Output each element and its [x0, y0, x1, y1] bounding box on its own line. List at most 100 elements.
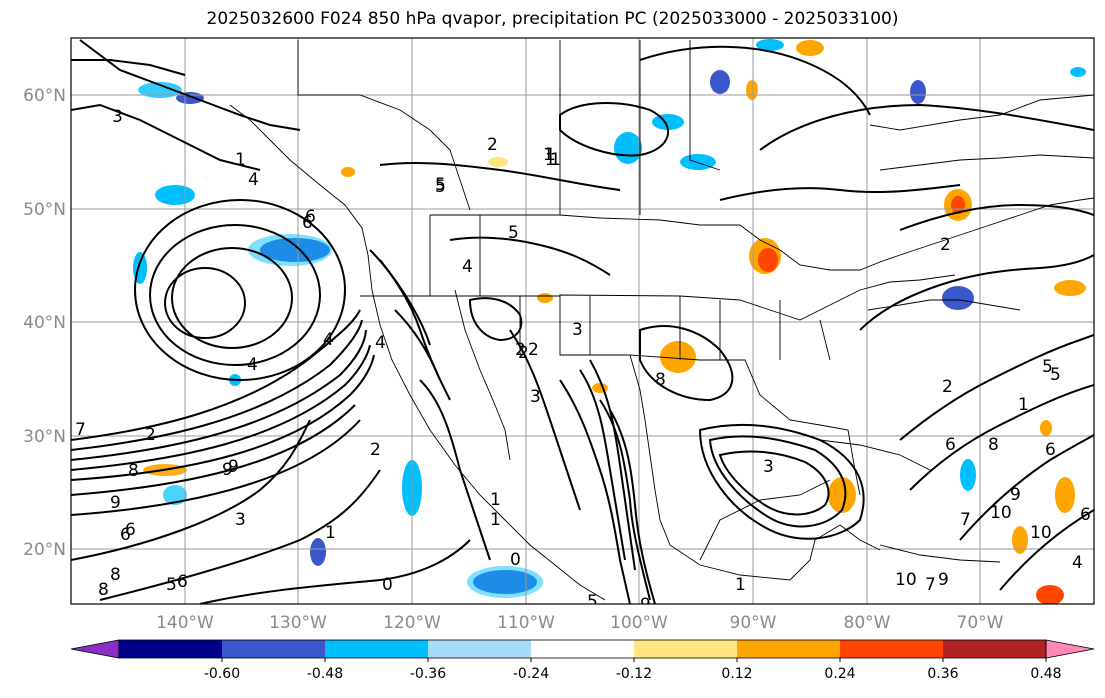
contour-label: 7	[75, 420, 86, 440]
contour-label: 9	[640, 595, 651, 615]
contour-label: 9	[222, 460, 233, 480]
latitude-labels: 60°N 50°N 40°N 30°N 20°N	[23, 86, 66, 560]
contour-label: 2	[518, 343, 529, 363]
contour-label: 6	[945, 435, 956, 455]
contour-label: 6	[305, 207, 316, 227]
colorbar: -0.60 -0.48 -0.36 -0.24 -0.12 0.12 0.24 0.36 0.4…	[70, 639, 1095, 682]
contour-label: 8	[110, 565, 121, 585]
contour-label: 1	[550, 150, 561, 170]
lat-label: 60°N	[23, 86, 66, 106]
contour-label: 10	[1030, 523, 1052, 543]
contour-label: 6	[177, 572, 188, 592]
contour-label: 9	[1010, 485, 1021, 505]
contour-label-group: 3 6 4 2 1 5 2 3 8 9 4 1 6 7 8 9 1 2 0 5 …	[75, 107, 1091, 615]
colorbar-segment	[840, 640, 944, 658]
lat-label: 20°N	[23, 540, 66, 560]
colorbar-segment	[943, 640, 1047, 658]
contour-label: 6	[1045, 440, 1056, 460]
contour-label: 1	[490, 510, 501, 530]
contour-label: 1	[545, 150, 556, 170]
colorbar-segment	[325, 640, 429, 658]
colorbar-tick-label: 0.24	[824, 666, 855, 682]
contour-label: 2	[145, 425, 156, 445]
colorbar-tick-label: 0.48	[1030, 666, 1061, 682]
lon-label: 90°W	[730, 613, 777, 633]
contour-label: 4	[323, 330, 334, 350]
contour-label: 0	[510, 550, 521, 570]
contour-label: 9	[228, 457, 239, 477]
contour-label: 1	[1018, 395, 1029, 415]
colorbar-min-arrow	[70, 639, 120, 659]
lon-label: 110°W	[497, 613, 555, 633]
contour-label: 1	[543, 145, 554, 165]
contour-label: 7	[960, 510, 971, 530]
contour-label: 4	[462, 257, 473, 277]
graticule	[71, 38, 1094, 604]
plot-frame	[70, 37, 1095, 605]
colorbar-segment	[737, 640, 841, 658]
contour-label: 9	[938, 570, 949, 590]
colorbar-segment	[531, 640, 635, 658]
contour-label: 7	[925, 575, 936, 595]
colorbar-tick-label: -0.24	[513, 666, 549, 682]
lon-label: 120°W	[383, 613, 441, 633]
contour-label: 8	[98, 580, 109, 600]
contour-label: 1	[490, 490, 501, 510]
contour-label: 3	[763, 457, 774, 477]
contour-label: 2	[487, 135, 498, 155]
colorbar-tick-label: -0.36	[410, 666, 446, 682]
contour-label: 5	[435, 175, 446, 195]
contour-label: 5	[587, 592, 598, 612]
contour-label: 2	[528, 340, 539, 360]
contour-label: 0	[382, 575, 393, 595]
lat-label: 50°N	[23, 200, 66, 220]
contour-label: 10	[895, 570, 917, 590]
contour-label: 3	[112, 107, 123, 127]
coastlines-and-borders	[229, 40, 1094, 601]
lon-label: 130°W	[269, 613, 327, 633]
contour-label: 1	[235, 150, 246, 170]
contour-label: 6	[302, 213, 313, 233]
colorbar-outline	[118, 639, 1047, 659]
map-title: 2025032600 F024 850 hPa qvapor, precipit…	[206, 9, 899, 29]
contour-label: 2	[370, 440, 381, 460]
colorbar-tick-label: 0.36	[927, 666, 958, 682]
colorbar-segment	[222, 640, 326, 658]
contour-label: 6	[1080, 505, 1091, 525]
contour-label: 1	[325, 523, 336, 543]
contour-label: 5	[508, 223, 519, 243]
contour-label: 6	[125, 520, 136, 540]
contour-label: 4	[247, 355, 258, 375]
lon-label: 80°W	[844, 613, 891, 633]
contour-label: 1	[545, 145, 556, 165]
contour-label: 10	[990, 503, 1012, 523]
contour-label: 4	[248, 170, 259, 190]
contour-label: 4	[1072, 553, 1083, 573]
contour-lines	[71, 39, 1094, 604]
plot-background	[71, 38, 1094, 604]
colorbar-tick-label: -0.48	[307, 666, 343, 682]
contour-label: 2	[515, 340, 526, 360]
contour-label: 8	[655, 370, 666, 390]
colorbar-segment	[119, 640, 223, 658]
contour-label: 1	[735, 575, 746, 595]
lat-label: 40°N	[23, 313, 66, 333]
contour-label: 6	[120, 525, 131, 545]
contour-label: 5	[1050, 365, 1061, 385]
lat-label: 30°N	[23, 427, 66, 447]
contour-label: 5	[166, 575, 177, 595]
contour-label: 3	[572, 320, 583, 340]
contour-label: 2	[942, 377, 953, 397]
colorbar-tick-label: 0.12	[721, 666, 752, 682]
contour-label: 4	[375, 333, 386, 353]
contour-label: 5	[1042, 357, 1053, 377]
colorbar-tick-label: -0.60	[204, 666, 240, 682]
colorbar-segment	[428, 640, 532, 658]
longitude-labels: 140°W 130°W 120°W 110°W 100°W 90°W 80°W …	[156, 613, 1004, 633]
contour-label: 2	[940, 235, 951, 255]
colorbar-tick-label: -0.12	[616, 666, 652, 682]
contour-label: 8	[988, 435, 999, 455]
contour-label: 3	[235, 510, 246, 530]
lon-label: 140°W	[156, 613, 214, 633]
